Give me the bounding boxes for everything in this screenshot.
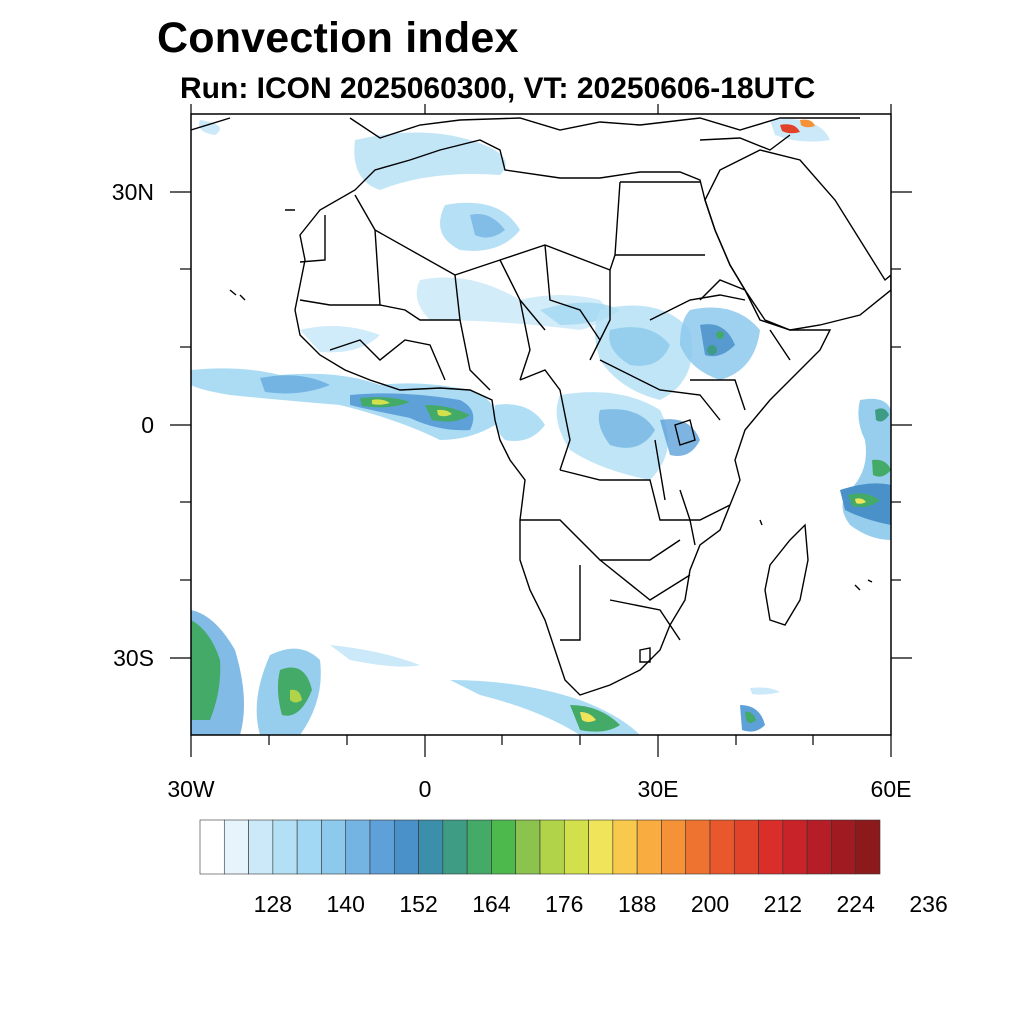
colorbar-box bbox=[733, 819, 759, 875]
x-tick-label: 60E bbox=[871, 776, 912, 802]
colorbar-box bbox=[418, 819, 444, 875]
colorbar-box bbox=[588, 819, 614, 875]
colorbar-box bbox=[466, 819, 492, 875]
map-subtitle: Run: ICON 2025060300, VT: 20250606-18UTC bbox=[180, 72, 816, 105]
colorbar-labels: 128 140 152 164 176 188 200 212 224 236 bbox=[254, 891, 948, 917]
x-tick-label: 30W bbox=[167, 776, 215, 802]
colorbar bbox=[199, 819, 881, 875]
x-tick-label: 0 bbox=[419, 776, 432, 802]
y-tick-label: 30N bbox=[112, 179, 154, 205]
colorbar-box bbox=[345, 819, 371, 875]
colorbar-box bbox=[661, 819, 687, 875]
colorbar-tick-label: 236 bbox=[909, 891, 947, 917]
colorbar-box bbox=[709, 819, 735, 875]
colorbar-box bbox=[272, 819, 298, 875]
colorbar-tick-label: 188 bbox=[618, 891, 656, 917]
colorbar-box bbox=[758, 819, 784, 875]
x-tick-label: 30E bbox=[638, 776, 679, 802]
colorbar-tick-label: 212 bbox=[764, 891, 802, 917]
colorbar-box bbox=[855, 819, 881, 875]
colorbar-box bbox=[685, 819, 711, 875]
colorbar-tick-label: 140 bbox=[327, 891, 365, 917]
y-tick-label: 30S bbox=[113, 645, 154, 671]
colorbar-box bbox=[806, 819, 832, 875]
coastlines bbox=[191, 117, 891, 696]
colorbar-box bbox=[782, 819, 808, 875]
colorbar-box bbox=[539, 819, 565, 875]
map-title: Convection index bbox=[157, 14, 519, 62]
colorbar-box bbox=[369, 819, 395, 875]
colorbar-tick-label: 176 bbox=[545, 891, 583, 917]
colorbar-box bbox=[515, 819, 541, 875]
colorbar-box bbox=[199, 819, 225, 875]
y-tick-label: 0 bbox=[141, 412, 154, 438]
colorbar-box bbox=[831, 819, 857, 875]
axis-ticks bbox=[170, 104, 912, 757]
colorbar-box bbox=[612, 819, 638, 875]
colorbar-box bbox=[296, 819, 322, 875]
colorbar-tick-label: 164 bbox=[472, 891, 511, 917]
colorbar-box bbox=[223, 819, 249, 875]
convection-field bbox=[191, 119, 891, 735]
colorbar-box bbox=[491, 819, 517, 875]
colorbar-box bbox=[248, 819, 274, 875]
colorbar-box bbox=[563, 819, 589, 875]
colorbar-box bbox=[321, 819, 347, 875]
colorbar-tick-label: 128 bbox=[254, 891, 292, 917]
colorbar-tick-label: 224 bbox=[837, 891, 876, 917]
colorbar-tick-label: 152 bbox=[399, 891, 437, 917]
colorbar-box bbox=[393, 819, 419, 875]
colorbar-box bbox=[636, 819, 662, 875]
colorbar-box bbox=[442, 819, 468, 875]
colorbar-tick-label: 200 bbox=[691, 891, 729, 917]
